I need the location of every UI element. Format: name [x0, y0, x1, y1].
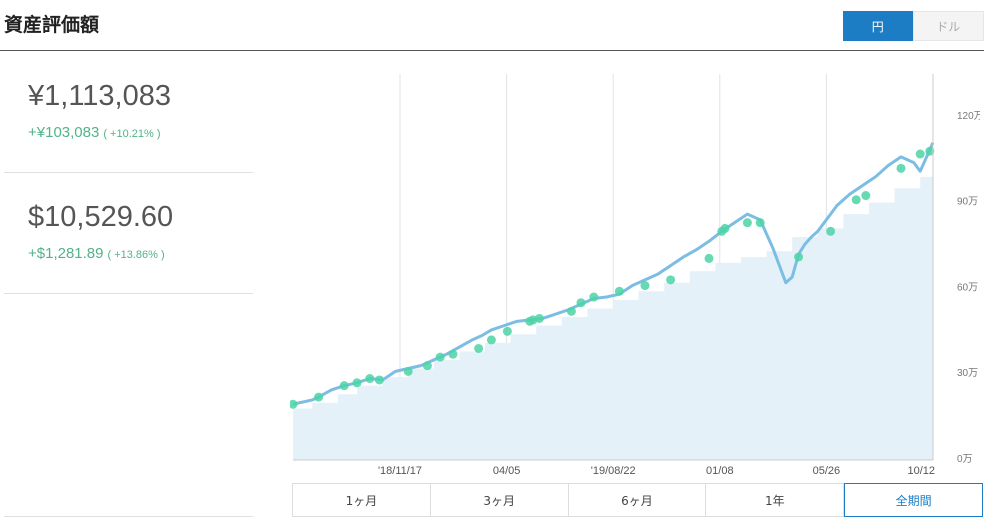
deposit-marker: [640, 281, 650, 291]
deposit-marker: [861, 191, 871, 201]
x-tick-label: '18/11/17: [378, 465, 422, 474]
usd-change: +$1,281.89( +13.86% ): [28, 245, 165, 262]
summary-bottom-divider: [4, 516, 253, 517]
summary-panel: ¥1,113,083 +¥103,083( +10.21% ) $10,529.…: [4, 52, 253, 294]
x-tick-label: 10/12: [907, 465, 935, 474]
period-button-1[interactable]: 3ヶ月: [430, 483, 569, 517]
usd-summary-card: $10,529.60 +$1,281.89( +13.86% ): [4, 173, 253, 294]
deposit-marker: [534, 313, 544, 323]
deposit-marker: [403, 366, 413, 376]
deposit-marker: [339, 381, 349, 391]
deposit-marker: [896, 163, 906, 173]
x-axis: '18/11/17 04/05 '19/08/22 01/08 05/26 10/12: [293, 459, 935, 474]
usd-button[interactable]: ドル: [912, 11, 984, 41]
deposit-marker: [290, 399, 298, 409]
period-selector: 1ヶ月 3ヶ月 6ヶ月 1年 全期間: [292, 483, 983, 517]
deposit-marker: [365, 374, 375, 384]
yen-button[interactable]: 円: [843, 11, 913, 41]
deposit-marker: [614, 286, 624, 296]
usd-change-percent: ( +13.86% ): [107, 249, 165, 261]
deposit-marker: [314, 392, 324, 402]
period-button-2[interactable]: 6ヶ月: [568, 483, 707, 517]
y-axis: 0万 30万 60万 90万 120万: [932, 74, 980, 465]
asset-value-chart: '18/11/17 04/05 '19/08/22 01/08 05/26 10/12 0…: [290, 74, 980, 474]
deposit-marker: [448, 349, 458, 359]
deposit-marker: [589, 292, 599, 302]
y-tick-label: 0万: [957, 454, 973, 465]
deposit-marker: [720, 223, 730, 233]
deposit-marker: [374, 375, 384, 385]
x-tick-label: '19/08/22: [591, 465, 636, 474]
deposit-marker: [666, 275, 676, 285]
usd-change-amount: +$1,281.89: [28, 245, 104, 262]
deposit-marker: [925, 146, 935, 156]
jpy-change: +¥103,083( +10.21% ): [28, 124, 161, 141]
jpy-summary-card: ¥1,113,083 +¥103,083( +10.21% ): [4, 52, 253, 173]
y-tick-label: 60万: [957, 282, 978, 293]
invested-area: [293, 168, 933, 460]
deposit-marker: [851, 195, 861, 205]
x-tick-label: 04/05: [493, 465, 521, 474]
deposit-marker: [704, 253, 714, 263]
period-button-4[interactable]: 全期間: [844, 483, 983, 517]
x-tick-label: 01/08: [706, 465, 734, 474]
deposit-marker: [915, 149, 925, 159]
period-button-0[interactable]: 1ヶ月: [292, 483, 431, 517]
deposit-marker: [742, 218, 752, 228]
y-tick-label: 30万: [957, 368, 978, 379]
deposit-marker: [566, 306, 576, 316]
deposit-marker: [422, 361, 432, 371]
jpy-change-amount: +¥103,083: [28, 124, 100, 141]
chart-plot: [290, 142, 935, 460]
deposit-marker: [576, 298, 586, 308]
deposit-marker: [486, 335, 496, 345]
deposit-marker: [794, 252, 804, 262]
deposit-marker: [826, 226, 836, 236]
y-tick-label: 90万: [957, 197, 978, 208]
page-title: 資産評価額: [4, 14, 100, 36]
deposit-marker: [502, 326, 512, 336]
period-button-3[interactable]: 1年: [706, 483, 845, 517]
currency-toggle: 円 ドル: [843, 11, 984, 41]
deposit-marker: [474, 343, 484, 353]
deposit-marker: [352, 378, 362, 388]
jpy-change-percent: ( +10.21% ): [103, 128, 161, 140]
x-tick-label: 05/26: [813, 465, 841, 474]
deposit-marker: [755, 218, 765, 228]
deposit-marker: [435, 352, 445, 362]
jpy-total-value: ¥1,113,083: [28, 80, 171, 112]
header: 資産評価額 円 ドル: [0, 0, 984, 51]
usd-total-value: $10,529.60: [28, 201, 174, 233]
y-tick-label: 120万: [957, 111, 980, 122]
